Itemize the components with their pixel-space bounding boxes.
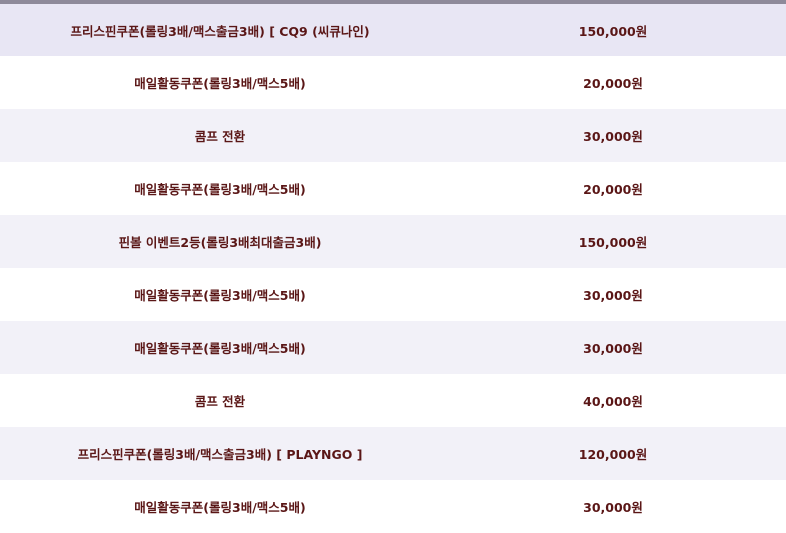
coupon-name: 프리스핀쿠폰(롤링3배/맥스출금3배) [ PLAYNGO ] [77,447,363,462]
coupon-amount: 30,000원 [583,288,643,303]
table-row[interactable]: 콤프 전환 40,000원 [0,374,786,427]
table-row[interactable]: 매일활동쿠폰(롤링3배/맥스5배) 20,000원 [0,56,786,109]
coupon-name: 콤프 전환 [194,129,246,144]
coupon-name: 매일활동쿠폰(롤링3배/맥스5배) [134,288,306,303]
table-row[interactable]: 매일활동쿠폰(롤링3배/맥스5배) 20,000원 [0,162,786,215]
coupon-name: 매일활동쿠폰(롤링3배/맥스5배) [134,182,306,197]
coupon-name: 매일활동쿠폰(롤링3배/맥스5배) [134,341,306,356]
coupon-amount: 150,000원 [578,235,648,250]
coupon-name: 프리스핀쿠폰(롤링3배/맥스출금3배) [ CQ9 (씨큐나인) [70,23,370,39]
coupon-amount: 150,000원 [578,23,648,39]
top-border [0,0,786,4]
coupon-name: 콤프 전환 [194,394,246,409]
table-row[interactable]: 콤프 전환 30,000원 [0,109,786,162]
table-row[interactable]: 매일활동쿠폰(롤링3배/맥스5배) 30,000원 [0,480,786,533]
table-row[interactable]: 핀볼 이벤트2등(롤링3배최대출금3배) 150,000원 [0,215,786,268]
coupon-amount: 20,000원 [583,182,643,197]
table-row[interactable]: 매일활동쿠폰(롤링3배/맥스5배) 30,000원 [0,321,786,374]
table-row[interactable]: 프리스핀쿠폰(롤링3배/맥스출금3배) [ CQ9 (씨큐나인) 150,000원 [0,4,786,56]
coupon-amount: 30,000원 [583,341,643,356]
coupon-amount: 30,000원 [583,500,643,515]
coupon-amount: 20,000원 [583,76,643,91]
coupon-name: 매일활동쿠폰(롤링3배/맥스5배) [134,76,306,91]
coupon-amount: 120,000원 [578,447,648,462]
coupon-name: 핀볼 이벤트2등(롤링3배최대출금3배) [118,235,322,250]
table-row[interactable]: 프리스핀쿠폰(롤링3배/맥스출금3배) [ PLAYNGO ] 120,000원 [0,427,786,480]
coupon-table: 프리스핀쿠폰(롤링3배/맥스출금3배) [ CQ9 (씨큐나인) 150,000원… [0,4,786,533]
table-row[interactable]: 매일활동쿠폰(롤링3배/맥스5배) 30,000원 [0,268,786,321]
coupon-amount: 30,000원 [583,129,643,144]
coupon-name: 매일활동쿠폰(롤링3배/맥스5배) [134,500,306,515]
coupon-amount: 40,000원 [583,394,643,409]
